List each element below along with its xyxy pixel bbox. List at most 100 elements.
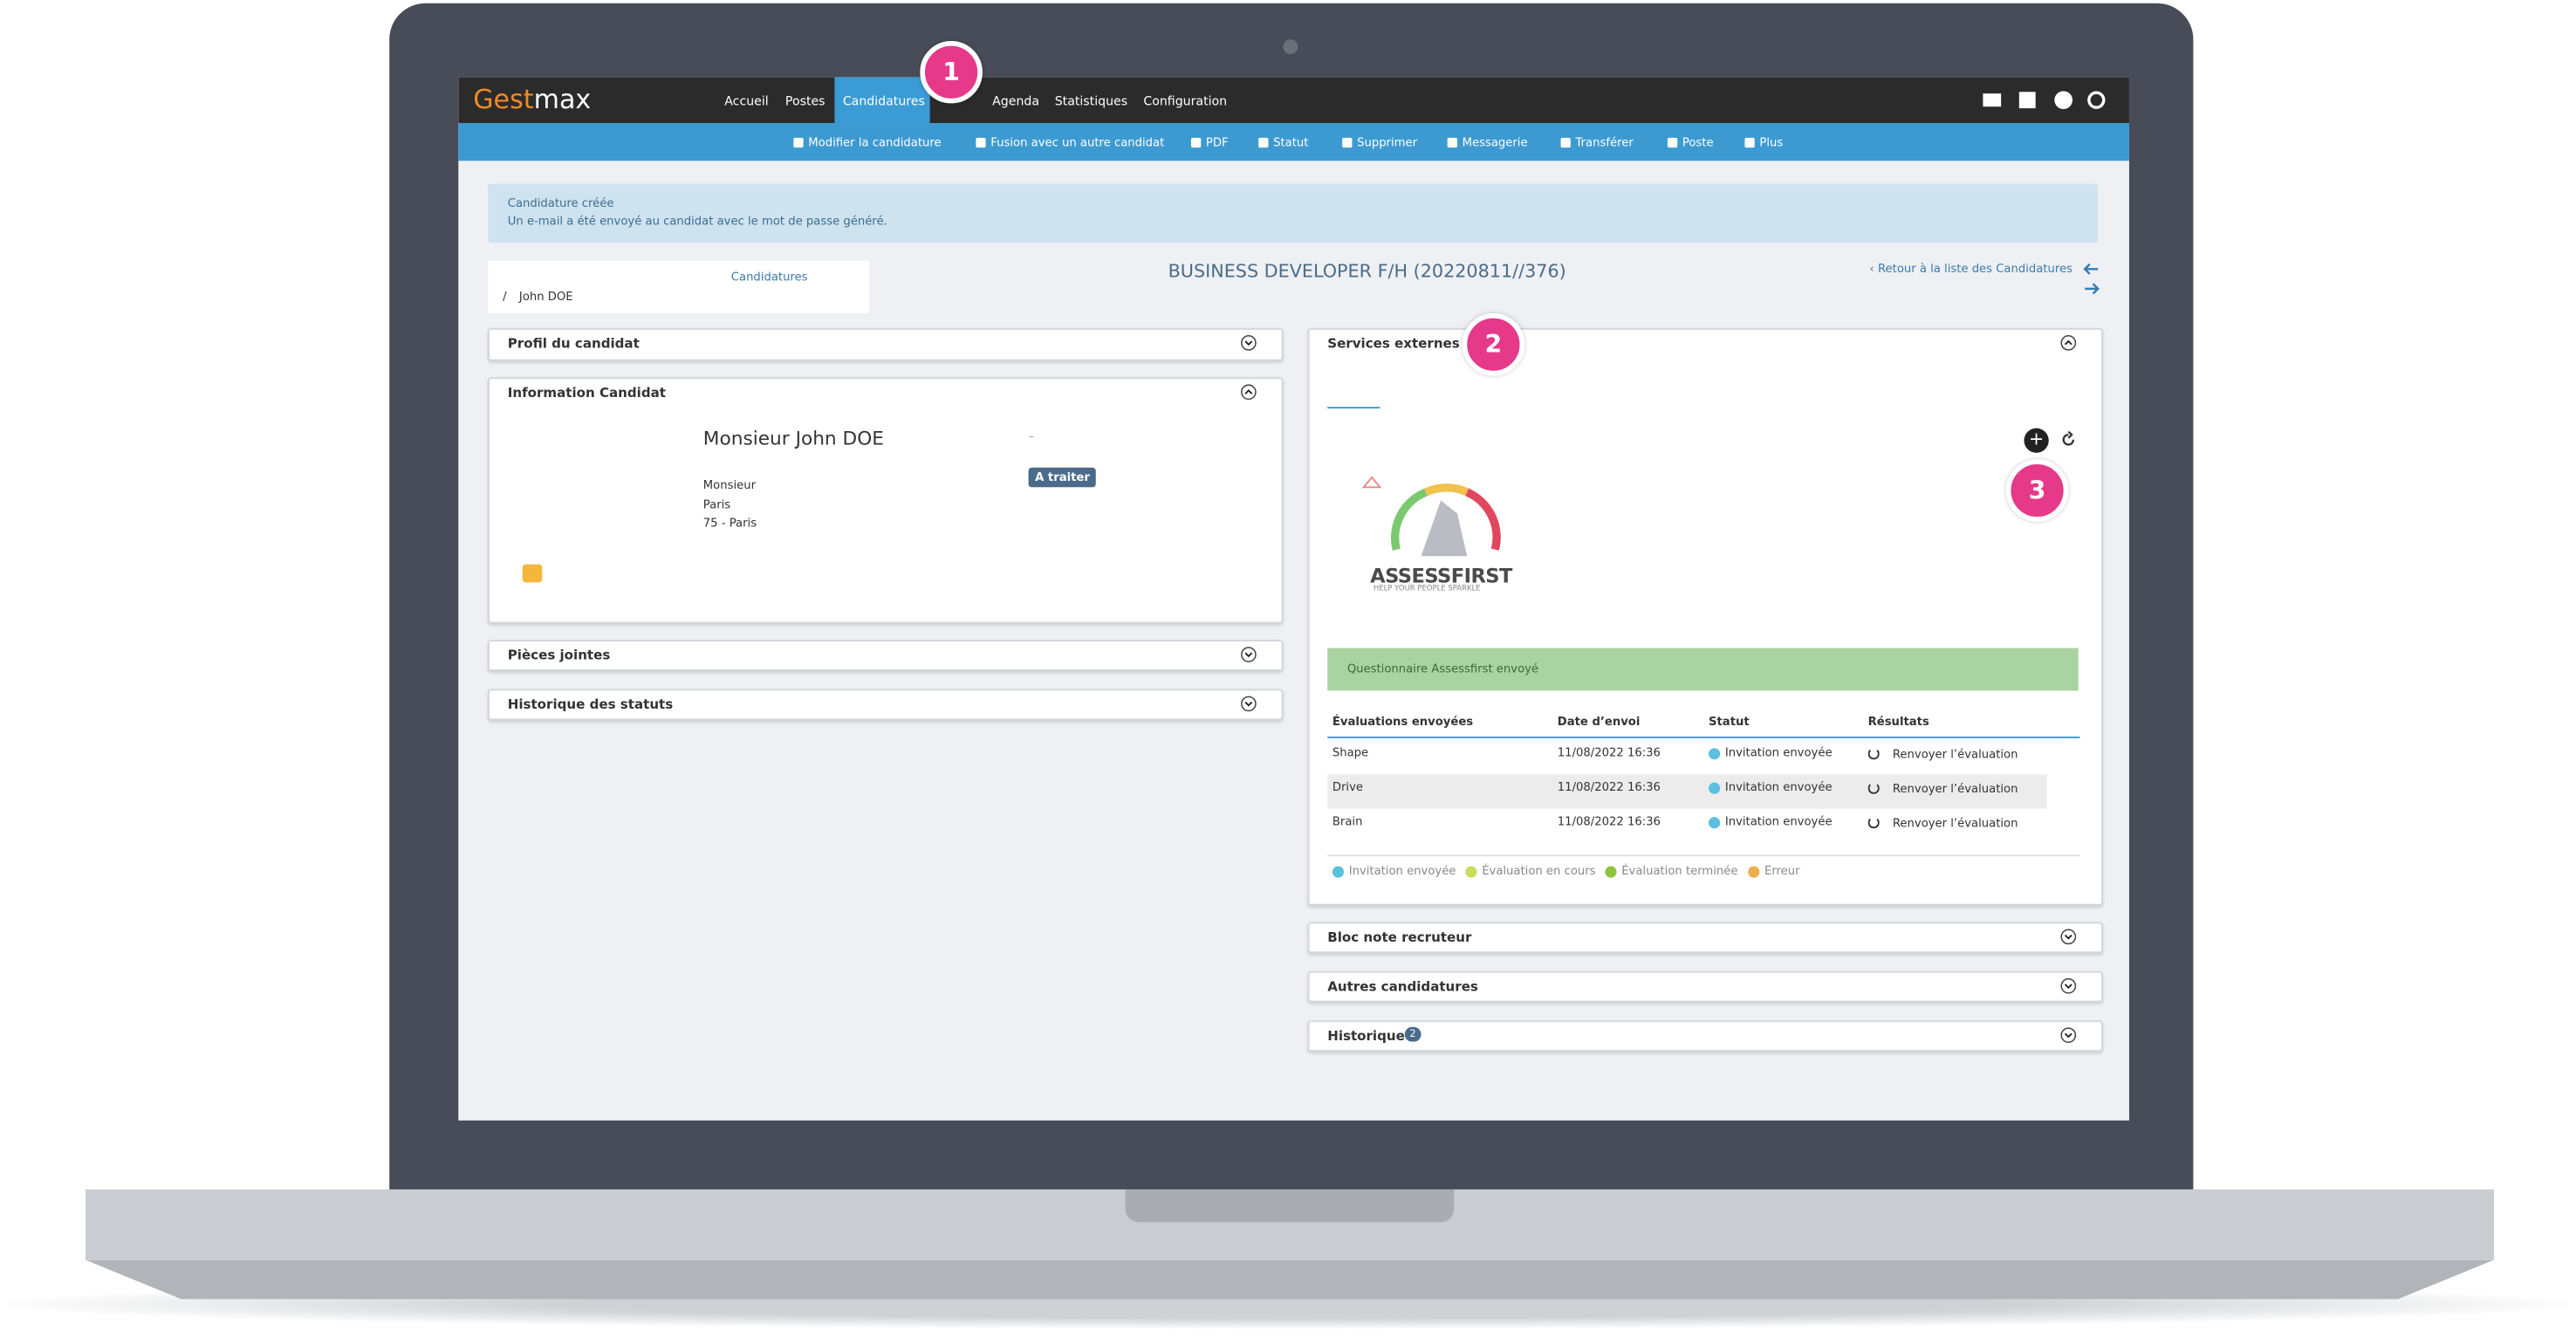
back-link-text[interactable]: Retour à la liste des Candidatures — [1877, 262, 2072, 276]
list-icon — [2018, 92, 2036, 109]
panel — [488, 377, 1284, 624]
notice-box — [1327, 648, 2079, 691]
status-dot — [1709, 748, 1721, 760]
alert — [488, 183, 2099, 243]
toolbar-icon — [1447, 137, 1457, 148]
table-header: Date d’envoi — [1557, 715, 1641, 729]
legend-dot — [1332, 866, 1345, 878]
row-stripe — [1327, 774, 2047, 809]
camera — [1283, 39, 1298, 55]
panel-title[interactable]: Profil du candidat — [507, 336, 640, 352]
legend-label: Invitation envoyée — [1348, 864, 1456, 878]
toolbar-icon — [1258, 137, 1269, 148]
candidate-dash: – — [1028, 429, 1035, 443]
candidate-name: Monsieur John DOE — [702, 426, 884, 450]
status-badge: A traiter — [1028, 467, 1097, 488]
nav-item[interactable]: Accueil — [724, 93, 769, 109]
brand-b: max — [533, 83, 592, 115]
brand-a: Gest — [473, 83, 534, 115]
panel-title[interactable]: Pièces jointes — [507, 648, 611, 663]
breadcrumb-current: John DOE — [518, 290, 573, 304]
toolbar-item[interactable]: Fusion avec un autre candidat — [990, 136, 1165, 150]
laptop-base-lip — [85, 1259, 2494, 1299]
address-line: Monsieur — [702, 478, 757, 492]
help-icon — [2054, 91, 2073, 110]
chevron[interactable] — [1240, 696, 1257, 712]
panel — [488, 689, 1284, 721]
toolbar-item[interactable]: Messagerie — [1462, 136, 1528, 150]
refresh-icon[interactable] — [2060, 431, 2077, 448]
table-cell: 11/08/2022 16:36 — [1557, 815, 1661, 829]
resend-icon[interactable] — [1867, 748, 1880, 760]
panel-title[interactable]: Historique — [1327, 1028, 1405, 1044]
table-header: Évaluations envoyées — [1332, 715, 1474, 729]
toolbar-item[interactable]: Poste — [1682, 136, 1714, 150]
table-bottom-rule — [1327, 854, 2080, 857]
laptop-notch — [1125, 1189, 1455, 1223]
panel — [1307, 970, 2103, 1003]
panel-title[interactable]: Services externes — [1327, 336, 1460, 352]
toolbar-icon — [793, 137, 804, 148]
nav-item[interactable]: Statistiques — [1054, 93, 1128, 109]
toolbar-item[interactable]: Modifier la candidature — [808, 136, 942, 150]
table-cell[interactable]: Renvoyer l’évaluation — [1892, 748, 2018, 762]
table-cell: Invitation envoyée — [1724, 815, 1833, 829]
toolbar-item[interactable]: Statut — [1273, 136, 1309, 150]
toolbar-item[interactable]: Plus — [1759, 136, 1784, 150]
nav-item[interactable]: Postes — [784, 93, 826, 109]
toolbar-item[interactable]: Transférer — [1575, 136, 1634, 150]
panel-title[interactable]: Autres candidatures — [1327, 979, 1478, 995]
table-cell: Shape — [1332, 746, 1369, 760]
service-tab-underline — [1327, 407, 1380, 409]
legend-label: Évaluation terminée — [1621, 864, 1738, 878]
history-badge: 2 — [1404, 1026, 1422, 1042]
panel-title[interactable]: Historique des statuts — [507, 696, 674, 712]
table-header-rule — [1327, 737, 2080, 738]
panel-title[interactable]: Information Candidat — [507, 385, 666, 401]
chevron[interactable] — [2060, 929, 2077, 945]
toolbar-item[interactable]: PDF — [1205, 136, 1229, 150]
address-line: 75 - Paris — [702, 517, 757, 531]
table-cell[interactable]: Renvoyer l’évaluation — [1892, 782, 2018, 796]
chevron[interactable] — [1240, 647, 1257, 663]
active-tab — [834, 77, 930, 123]
breadcrumb-parent[interactable]: Candidatures — [730, 271, 808, 285]
status-dot — [1709, 782, 1721, 794]
table-cell: 11/08/2022 16:36 — [1557, 780, 1661, 794]
header-icons — [1983, 91, 2106, 110]
toolbar-icon — [1744, 137, 1755, 148]
toolbar-item[interactable]: Supprimer — [1357, 136, 1418, 150]
breadcrumb — [488, 260, 869, 314]
resend-icon[interactable] — [1867, 817, 1880, 829]
chevron[interactable] — [2060, 334, 2077, 351]
step-marker: 2 — [1462, 313, 1525, 376]
nav-item[interactable]: Configuration — [1143, 93, 1228, 109]
chevron[interactable] — [1240, 334, 1257, 351]
panel — [1307, 1020, 2103, 1052]
toolbar-icon — [1560, 137, 1571, 148]
chevron[interactable] — [2060, 977, 2077, 994]
table-cell: Invitation envoyée — [1724, 746, 1833, 760]
legend-dot — [1465, 866, 1477, 878]
chevron[interactable] — [2060, 1027, 2077, 1044]
breadcrumb-separator: / — [503, 290, 507, 304]
table-header: Statut — [1709, 715, 1750, 729]
table-cell[interactable]: Renvoyer l’évaluation — [1892, 817, 2018, 831]
nav-item[interactable]: Candidatures — [842, 93, 925, 109]
service-tab-icon[interactable] — [1359, 474, 1385, 490]
legend-label: Évaluation en cours — [1482, 864, 1596, 878]
nav-item[interactable]: Agenda — [992, 93, 1040, 109]
legend-label: Erreur — [1764, 864, 1800, 878]
table-header: Résultats — [1867, 715, 1929, 729]
address-line: Paris — [702, 497, 731, 511]
legend-dot — [1605, 866, 1617, 878]
power-icon — [2087, 91, 2106, 109]
resend-icon[interactable] — [1867, 782, 1880, 794]
panel-title[interactable]: Bloc note recruteur — [1327, 929, 1472, 945]
back-link[interactable]: ‹ Retour à la liste des Candidatures — [1869, 262, 2072, 276]
toolbar-icon — [1342, 137, 1353, 148]
chevron[interactable] — [1240, 384, 1257, 401]
add-button[interactable]: + — [2024, 428, 2049, 453]
screen: Gestmax Candidature créée Un e-mail a ét… — [458, 77, 2129, 1121]
